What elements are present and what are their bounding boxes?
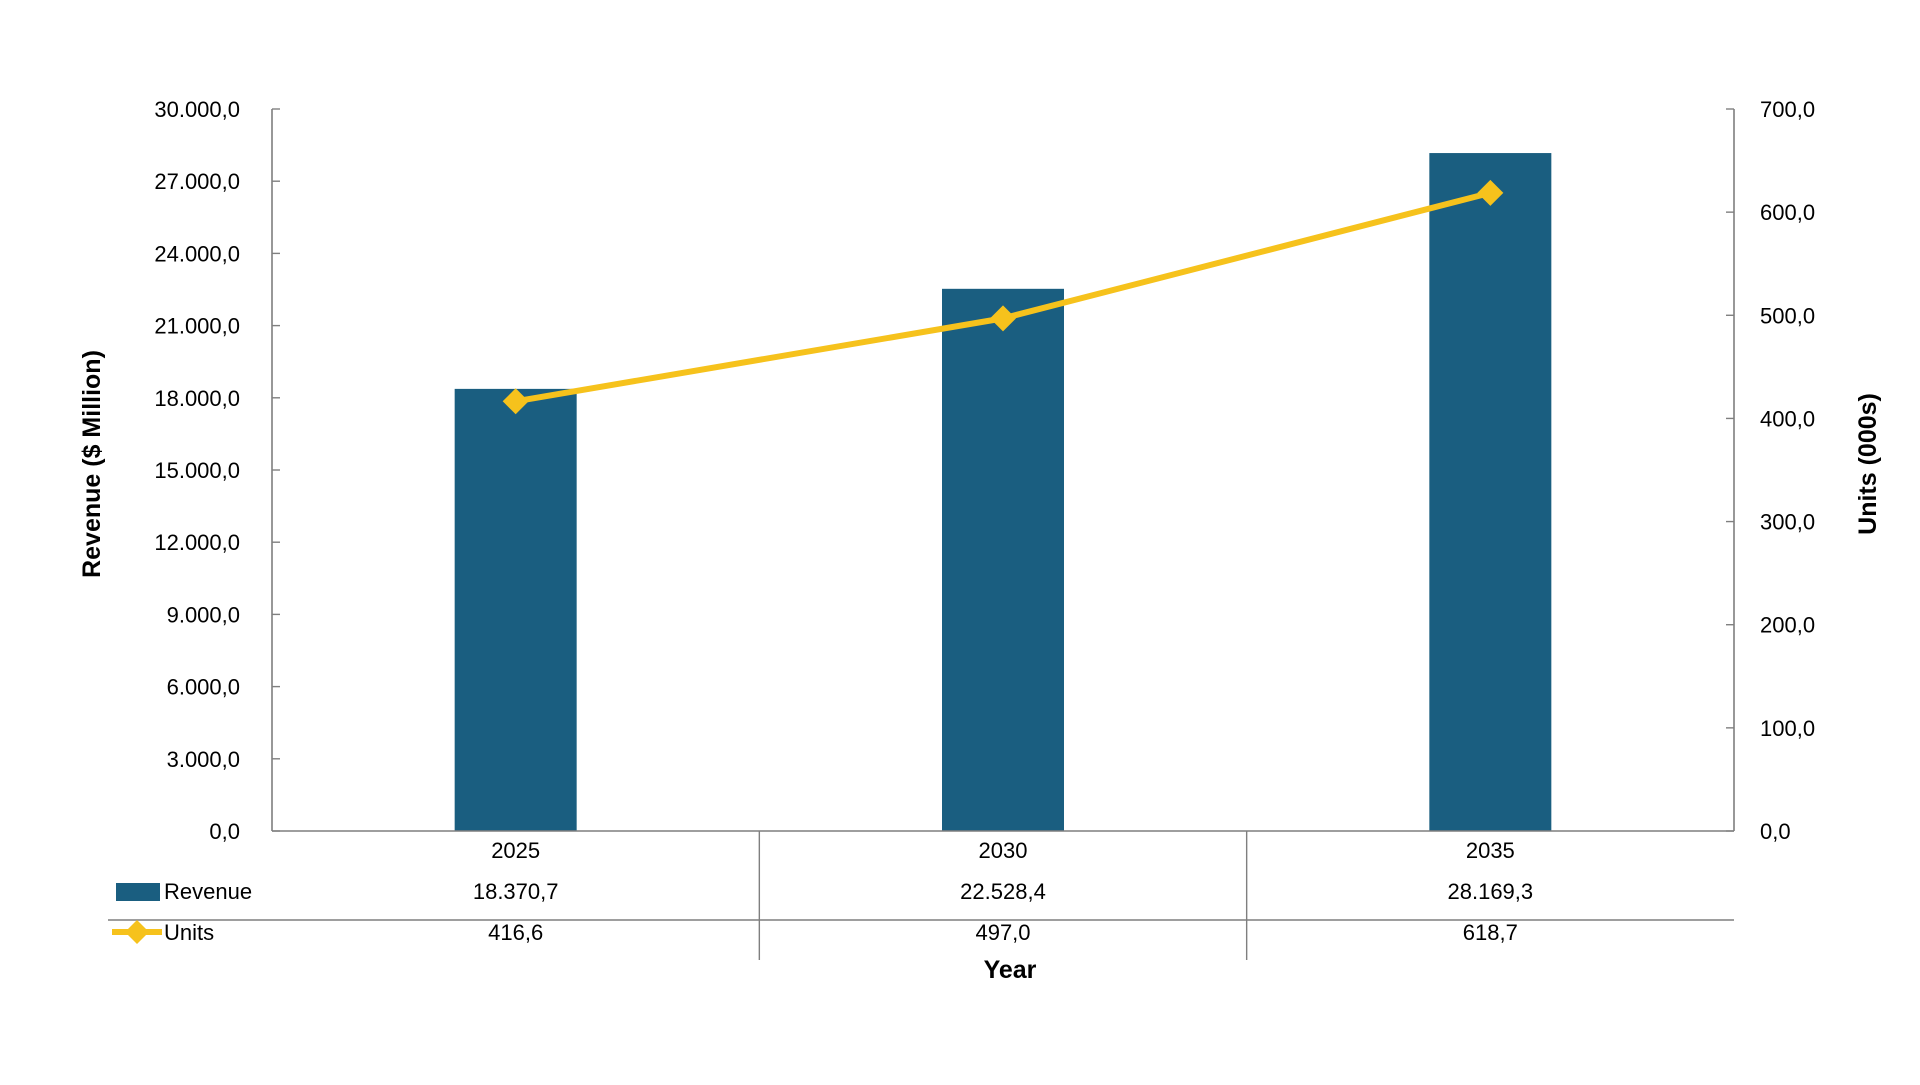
y-tick-right-label: 200,0 [1760, 613, 1815, 638]
y-tick-right-label: 0,0 [1760, 819, 1791, 844]
y-tick-right-label: 300,0 [1760, 510, 1815, 535]
y-tick-right-label: 100,0 [1760, 716, 1815, 741]
revenue-value-label: 22.528,4 [960, 879, 1046, 904]
units-point-2025 [502, 388, 529, 415]
revenue-bar-2035 [1429, 153, 1552, 832]
data-table: 2025 18.370,7 416,6 2030 22.528,4 497,0 2035 28… [108, 831, 1734, 960]
units-value-label: 497,0 [975, 920, 1030, 945]
y-tick-left-label: 12.000,0 [154, 530, 240, 555]
revenue-legend-key [116, 883, 160, 901]
y-tick-left-label: 30.000,0 [154, 97, 240, 122]
units-line-series [502, 179, 1504, 415]
x-category-label: 2035 [1466, 838, 1515, 863]
y-tick-right-label: 600,0 [1760, 200, 1815, 225]
units-series-name: Units [164, 920, 214, 945]
y-tick-left-label: 21.000,0 [154, 314, 240, 339]
x-category-label: 2025 [491, 838, 540, 863]
y-axis-title-right: Units (000s) [1854, 393, 1882, 535]
y-tick-left-label: 0,0 [209, 819, 240, 844]
y-tick-left-label: 27.000,0 [154, 169, 240, 194]
units-value-label: 416,6 [488, 920, 543, 945]
y-tick-right-label: 400,0 [1760, 406, 1815, 431]
x-category-label: 2030 [979, 838, 1028, 863]
y-axis-title-left: Revenue ($ Million) [78, 350, 106, 578]
units-value-label: 618,7 [1463, 920, 1518, 945]
y-tick-left-label: 9.000,0 [167, 602, 240, 627]
x-axis-title: Year [984, 956, 1037, 984]
units-point-2030 [990, 305, 1016, 332]
axis-titles: Revenue ($ Million) Units (000s) Year [78, 350, 1882, 984]
y-tick-left-label: 24.000,0 [154, 241, 240, 266]
y-tick-right-label: 700,0 [1760, 97, 1815, 122]
revenue-value-label: 18.370,7 [473, 879, 559, 904]
revenue-value-label: 28.169,3 [1448, 879, 1534, 904]
y-tick-left-label: 6.000,0 [167, 675, 240, 700]
revenue-bar-2025 [454, 388, 577, 831]
revenue-bar-2030 [942, 288, 1064, 831]
y-tick-left-label: 18.000,0 [154, 386, 240, 411]
units-legend-marker [125, 920, 149, 944]
y-tick-left-label: 3.000,0 [167, 747, 240, 772]
axes: 0,0 3.000,0 6.000,0 9.000,0 12.000,0 15.000,0… [154, 97, 1815, 844]
y-tick-right-label: 500,0 [1760, 303, 1815, 328]
y-tick-left-label: 15.000,0 [154, 458, 240, 483]
revenue-series-name: Revenue [164, 879, 252, 904]
revenue-bars [454, 153, 1552, 832]
units-point-2035 [1477, 179, 1504, 206]
